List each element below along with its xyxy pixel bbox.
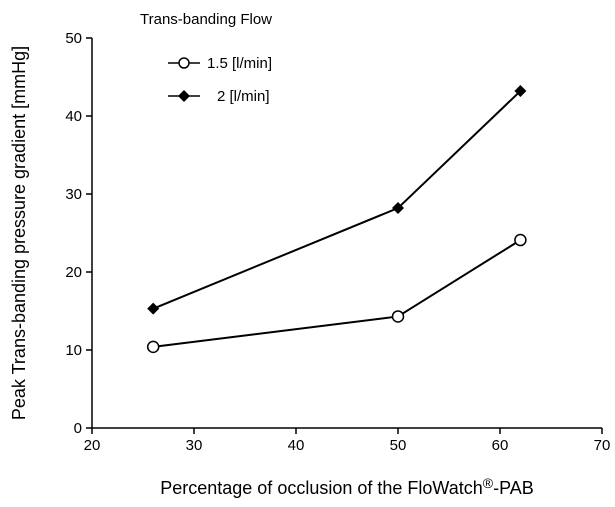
legend-label-series-2: 2 [l/min] bbox=[217, 88, 270, 105]
x-tick-label: 30 bbox=[186, 437, 203, 454]
x-axis-title-suffix: -PAB bbox=[493, 478, 534, 498]
data-point-series-1 bbox=[514, 233, 527, 247]
legend-marker-filled-diamond-icon bbox=[178, 90, 190, 102]
data-point-series-2 bbox=[392, 202, 404, 215]
y-tick-label: 50 bbox=[65, 30, 82, 47]
y-axis-title: Peak Trans-banding pressure gradient [mm… bbox=[9, 46, 29, 420]
y-tick-label: 10 bbox=[65, 342, 82, 359]
x-tick-label: 50 bbox=[390, 437, 407, 454]
data-point-series-1 bbox=[146, 340, 160, 354]
x-tick-label: 20 bbox=[84, 437, 101, 454]
x-ticks: 20 30 40 50 60 70 bbox=[84, 428, 611, 454]
series-line-2 bbox=[152, 90, 522, 310]
x-axis-title: Percentage of occlusion of the FloWatch®… bbox=[160, 475, 534, 498]
legend-item-series-1: 1.5 [l/min] bbox=[168, 55, 272, 72]
y-tick-label: 20 bbox=[65, 264, 82, 281]
y-tick-label: 30 bbox=[65, 186, 82, 203]
legend-title: Trans-banding Flow bbox=[140, 11, 272, 28]
data-point-series-1 bbox=[391, 310, 405, 323]
legend: 1.5 [l/min] 2 [l/min] bbox=[168, 55, 272, 105]
x-tick-label: 60 bbox=[492, 437, 509, 454]
legend-item-series-2: 2 [l/min] bbox=[168, 88, 270, 105]
data-point-series-2 bbox=[514, 85, 527, 98]
registered-symbol: ® bbox=[483, 475, 494, 491]
x-tick-label: 70 bbox=[594, 437, 611, 454]
legend-marker-open-circle-icon bbox=[178, 57, 190, 69]
y-ticks: 0 10 20 30 40 50 bbox=[65, 30, 92, 437]
x-tick-label: 40 bbox=[288, 437, 305, 454]
series-line-1 bbox=[153, 239, 521, 348]
x-axis-title-main: Percentage of occlusion of the FloWatch bbox=[160, 478, 483, 498]
series-layer bbox=[146, 85, 527, 354]
legend-label-series-1: 1.5 [l/min] bbox=[207, 55, 272, 72]
y-tick-label: 0 bbox=[74, 420, 82, 437]
data-point-series-2 bbox=[147, 302, 160, 315]
y-tick-label: 40 bbox=[65, 108, 82, 125]
